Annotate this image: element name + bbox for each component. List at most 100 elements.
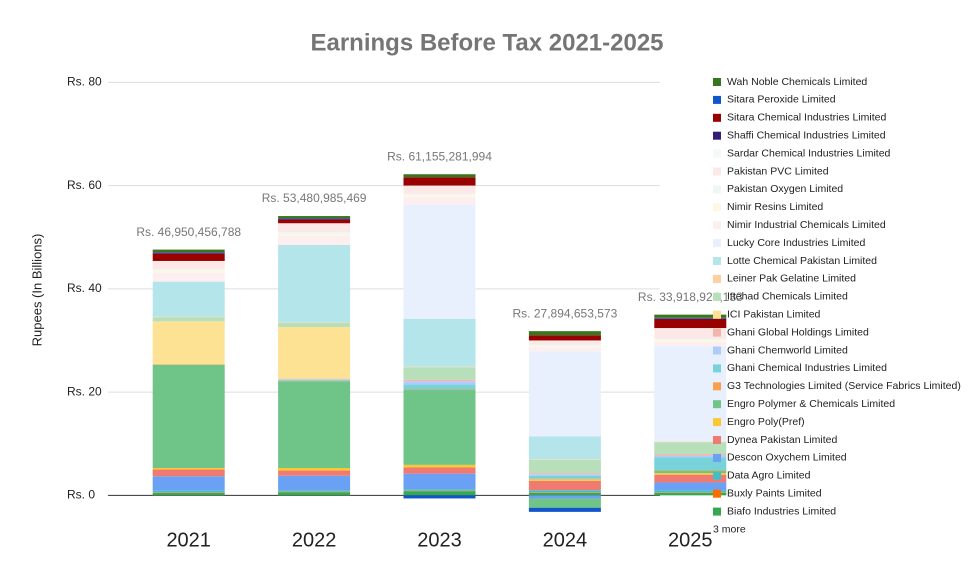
legend-swatch <box>713 418 721 427</box>
bar-segment <box>403 489 476 491</box>
legend-swatch <box>713 203 721 212</box>
bar-segment <box>528 507 601 512</box>
bar-segment <box>152 270 225 273</box>
bar-segment <box>403 177 476 186</box>
bar-segment <box>152 364 225 365</box>
legend-swatch <box>713 382 721 391</box>
bar-segment <box>528 479 601 481</box>
bar-segment <box>278 490 351 492</box>
bar-segment <box>152 249 225 253</box>
bar-segment <box>278 379 351 381</box>
bar-segment <box>278 470 351 476</box>
legend-label: Ittehad Chemicals Limited <box>727 291 848 303</box>
bar-segment <box>528 331 601 336</box>
bar-segment <box>152 317 225 322</box>
x-tick-label: 2024 <box>543 529 588 551</box>
bar-segment <box>403 318 476 367</box>
bar-segment <box>403 473 476 490</box>
bar-segment <box>528 459 601 460</box>
legend-label: G3 Technologies Limited (Service Fabrics… <box>727 380 961 392</box>
bar-segment <box>528 351 601 437</box>
bar-segment <box>528 498 601 508</box>
bar-segment <box>152 253 225 261</box>
bar-segment <box>528 347 601 352</box>
legend-swatch <box>713 471 721 480</box>
bar-segment <box>654 338 727 341</box>
bar-segment <box>654 492 727 496</box>
total-label: Rs. 46,950,456,788 <box>136 225 241 239</box>
legend-swatch <box>713 292 721 301</box>
bar-segment <box>403 381 476 385</box>
bar-segment <box>152 281 225 317</box>
bar-segment <box>278 327 351 379</box>
bar-segment <box>528 340 601 341</box>
bar-segment <box>654 474 727 483</box>
legend-label: ICI Pakistan Limited <box>727 308 821 320</box>
bar-segment <box>654 482 727 491</box>
legend-swatch <box>713 453 721 462</box>
legend-label: Engro Polymer & Chemicals Limited <box>727 398 895 410</box>
bar-segment <box>278 378 351 380</box>
x-tick-label: 2021 <box>166 529 211 551</box>
bar-segment <box>654 473 727 475</box>
legend-swatch <box>713 239 721 248</box>
y-tick-label: Rs. 0 <box>67 488 95 502</box>
bar-segment <box>278 244 351 323</box>
bar-segment <box>403 204 476 319</box>
bar-segment <box>654 328 727 329</box>
bar-segment <box>403 186 476 194</box>
bar-segment <box>654 346 727 442</box>
y-tick-label: Rs. 60 <box>67 178 102 192</box>
legend-swatch <box>713 310 721 319</box>
bar-segment <box>528 474 601 476</box>
y-tick-label: Rs. 80 <box>67 74 102 88</box>
bar-segment <box>403 390 476 465</box>
legend-label: Biafo Industries Limited <box>727 505 836 517</box>
bar-segment <box>403 185 476 187</box>
bar-segment <box>403 379 476 382</box>
bar-segment <box>403 490 476 492</box>
bar-segment <box>654 470 727 471</box>
bar-segment <box>403 389 476 391</box>
bar-segment <box>528 335 601 341</box>
bar-segment <box>152 272 225 282</box>
bar-segment <box>528 495 601 499</box>
bar-segment <box>278 232 351 235</box>
legend-swatch <box>713 113 721 122</box>
bar-segment <box>654 318 727 329</box>
x-tick-label: 2025 <box>668 529 713 551</box>
bar-segment <box>152 364 225 468</box>
bar-segment <box>152 321 225 365</box>
y-axis-label: Rupees (In Billions) <box>29 234 44 347</box>
bar-segment <box>654 442 727 455</box>
bar-segment <box>403 193 476 196</box>
legend-swatch <box>713 221 721 230</box>
bar-segment <box>528 340 601 345</box>
legend-swatch <box>713 274 721 283</box>
bar-segment <box>278 322 351 328</box>
total-label: Rs. 27,894,653,573 <box>513 306 618 320</box>
legend-swatch <box>713 185 721 194</box>
y-tick-label: Rs. 20 <box>67 384 102 398</box>
bar-segment <box>528 475 601 479</box>
bar-segment <box>528 346 601 348</box>
bar-segment <box>528 490 601 493</box>
legend-more[interactable]: 3 more <box>713 523 746 535</box>
bar-segment <box>403 366 476 368</box>
legend-label: Lotte Chemical Pakistan Limited <box>727 255 877 267</box>
bar-segment <box>278 491 351 493</box>
bar-segment <box>654 455 727 458</box>
bar-segment <box>403 464 476 468</box>
legend-swatch <box>713 167 721 176</box>
legend-swatch <box>713 131 721 140</box>
legend-label: Sitara Peroxide Limited <box>727 94 836 106</box>
bar-segment <box>152 316 225 318</box>
bar-segment <box>403 384 476 390</box>
bar-segment <box>278 223 351 224</box>
total-label: Rs. 61,155,281,994 <box>387 149 492 163</box>
legend-swatch <box>713 364 721 373</box>
legend-swatch <box>713 95 721 104</box>
bar-segment <box>152 261 225 270</box>
bar-segment <box>654 340 727 343</box>
bar-segment <box>528 473 601 475</box>
